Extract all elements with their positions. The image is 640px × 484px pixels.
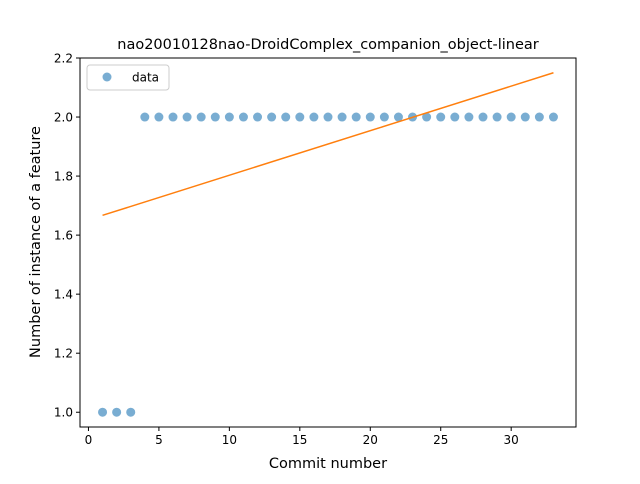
data-point (253, 112, 263, 122)
y-axis: 1.0 1.2 1.4 1.6 1.8 2.0 2.2 (54, 52, 80, 420)
data-point (534, 112, 544, 122)
data-point (295, 112, 305, 122)
chart-title: nao20010128nao-DroidComplex_companion_ob… (117, 37, 539, 53)
data-point (309, 112, 319, 122)
x-axis: 0 5 10 15 20 25 30 (85, 427, 519, 447)
data-point (436, 112, 446, 122)
legend-marker-data (102, 72, 112, 82)
data-point (450, 112, 460, 122)
data-point (210, 112, 220, 122)
data-point (112, 407, 122, 417)
y-tick-label: 1.8 (54, 170, 73, 184)
plot-area (98, 72, 558, 417)
data-point (98, 407, 108, 417)
legend-box (86, 64, 170, 91)
x-tick-label: 10 (222, 433, 237, 447)
data-point (337, 112, 347, 122)
data-point (224, 112, 234, 122)
x-tick-label: 25 (433, 433, 448, 447)
data-point (140, 112, 150, 122)
x-tick-label: 30 (504, 433, 519, 447)
x-tick-label: 5 (155, 433, 163, 447)
data-point (267, 112, 277, 122)
data-point (351, 112, 361, 122)
data-point (168, 112, 178, 122)
data-point (238, 112, 248, 122)
x-tick-label: 20 (363, 433, 378, 447)
data-point (196, 112, 206, 122)
data-point (478, 112, 488, 122)
data-point (154, 112, 164, 122)
data-point (182, 112, 192, 122)
data-point (379, 112, 389, 122)
y-tick-label: 2.2 (54, 52, 73, 66)
data-point (281, 112, 291, 122)
y-tick-label: 1.2 (54, 347, 73, 361)
x-tick-label: 0 (85, 433, 93, 447)
data-point (365, 112, 375, 122)
x-axis-label: Commit number (269, 456, 387, 472)
data-point (126, 407, 136, 417)
legend-label-data: data (132, 71, 159, 85)
y-tick-label: 1.4 (54, 288, 73, 302)
axes-frame (79, 57, 577, 428)
data-point (548, 112, 558, 122)
data-point (520, 112, 530, 122)
y-axis-label: Number of instance of a feature (28, 126, 44, 358)
x-tick-label: 15 (292, 433, 307, 447)
data-point (393, 112, 403, 122)
y-tick-label: 1.6 (54, 229, 73, 243)
data-point (323, 112, 333, 122)
data-point (506, 112, 516, 122)
legend: data (86, 64, 170, 91)
data-point (422, 112, 432, 122)
data-point (492, 112, 502, 122)
y-tick-label: 2.0 (54, 111, 73, 125)
data-point (464, 112, 474, 122)
y-tick-label: 1.0 (54, 406, 73, 420)
fit-line (102, 72, 554, 217)
